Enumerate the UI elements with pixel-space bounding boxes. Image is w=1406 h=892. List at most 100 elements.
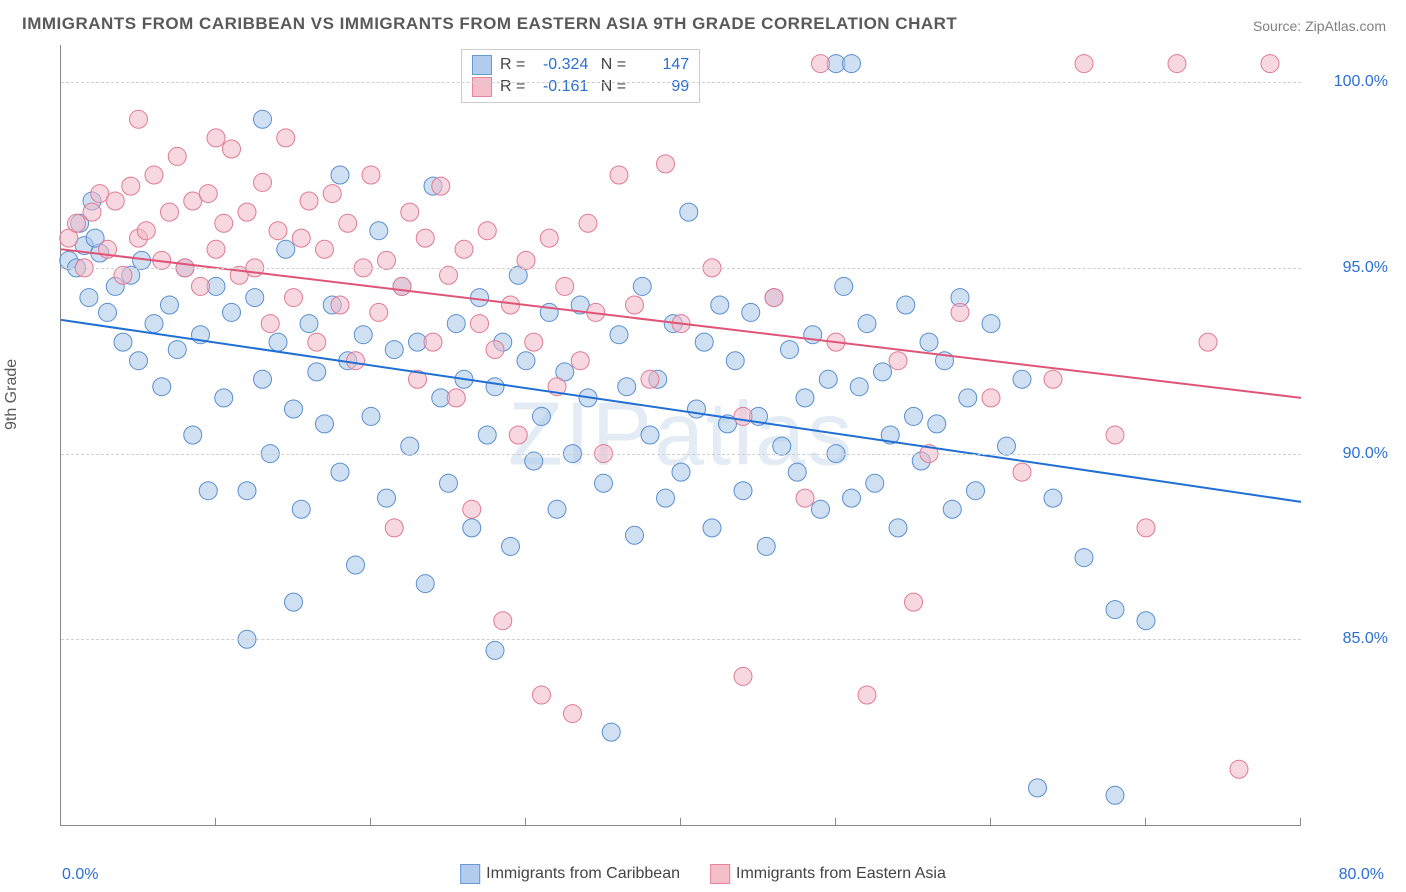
data-point [1106, 426, 1124, 444]
data-point [106, 192, 124, 210]
gridline [61, 82, 1301, 83]
data-point [517, 251, 535, 269]
legend-item-1: Immigrants from Caribbean [460, 864, 680, 884]
stat-r-value-1: -0.324 [533, 54, 588, 76]
data-point [657, 489, 675, 507]
data-point [548, 500, 566, 518]
data-point [362, 166, 380, 184]
data-point [401, 203, 419, 221]
data-point [199, 482, 217, 500]
data-point [1137, 519, 1155, 537]
data-point [130, 110, 148, 128]
data-point [633, 277, 651, 295]
data-point [734, 482, 752, 500]
data-point [68, 214, 86, 232]
data-point [509, 426, 527, 444]
data-point [316, 415, 334, 433]
data-point [447, 315, 465, 333]
data-point [354, 326, 372, 344]
data-point [285, 289, 303, 307]
data-point [897, 296, 915, 314]
legend-swatch-bottom-2 [710, 864, 730, 884]
data-point [525, 333, 543, 351]
data-point [641, 426, 659, 444]
source-attribution: Source: ZipAtlas.com [1253, 18, 1386, 34]
plot-area: ZIPatlas R = -0.324 N = 147 R = -0.161 N… [60, 45, 1301, 826]
data-point [517, 352, 535, 370]
data-point [269, 222, 287, 240]
data-point [1013, 370, 1031, 388]
data-point [874, 363, 892, 381]
data-point [657, 155, 675, 173]
data-point [478, 222, 496, 240]
data-point [610, 326, 628, 344]
data-point [920, 333, 938, 351]
trend-line [61, 249, 1301, 398]
data-point [393, 277, 411, 295]
data-point [184, 426, 202, 444]
data-point [416, 229, 434, 247]
data-point [114, 333, 132, 351]
data-point [300, 192, 318, 210]
x-max-label: 80.0% [1339, 866, 1384, 884]
data-point [145, 315, 163, 333]
data-point [80, 289, 98, 307]
data-point [556, 277, 574, 295]
data-point [757, 537, 775, 555]
data-point [385, 341, 403, 359]
data-point [385, 519, 403, 537]
data-point [905, 593, 923, 611]
data-point [695, 333, 713, 351]
legend-stats-row-2: R = -0.161 N = 99 [472, 76, 689, 98]
data-point [122, 177, 140, 195]
data-point [641, 370, 659, 388]
data-point [889, 352, 907, 370]
data-point [602, 723, 620, 741]
data-point [137, 222, 155, 240]
data-point [1075, 549, 1093, 567]
data-point [471, 289, 489, 307]
data-point [223, 140, 241, 158]
data-point [1029, 779, 1047, 797]
data-point [447, 389, 465, 407]
x-tick [990, 818, 991, 826]
data-point [858, 315, 876, 333]
data-point [254, 370, 272, 388]
x-tick [525, 818, 526, 826]
data-point [1106, 786, 1124, 804]
data-point [223, 303, 241, 321]
data-point [161, 296, 179, 314]
data-point [1075, 55, 1093, 73]
data-point [626, 296, 644, 314]
data-point [246, 289, 264, 307]
legend-swatch-1 [472, 55, 492, 75]
chart-svg [61, 45, 1301, 825]
data-point [502, 537, 520, 555]
data-point [781, 341, 799, 359]
legend-item-2: Immigrants from Eastern Asia [710, 864, 946, 884]
bottom-legend: Immigrants from Caribbean Immigrants fro… [460, 864, 946, 884]
data-point [463, 519, 481, 537]
y-tick-label: 95.0% [1343, 259, 1388, 277]
data-point [347, 352, 365, 370]
data-point [1013, 463, 1031, 481]
data-point [1199, 333, 1217, 351]
data-point [951, 303, 969, 321]
data-point [254, 110, 272, 128]
data-point [207, 129, 225, 147]
data-point [331, 296, 349, 314]
data-point [440, 474, 458, 492]
data-point [416, 575, 434, 593]
data-point [595, 474, 613, 492]
data-point [967, 482, 985, 500]
data-point [463, 500, 481, 518]
data-point [378, 489, 396, 507]
data-point [238, 203, 256, 221]
data-point [726, 352, 744, 370]
data-point [308, 363, 326, 381]
data-point [866, 474, 884, 492]
data-point [734, 667, 752, 685]
data-point [812, 55, 830, 73]
data-point [455, 240, 473, 258]
data-point [207, 240, 225, 258]
